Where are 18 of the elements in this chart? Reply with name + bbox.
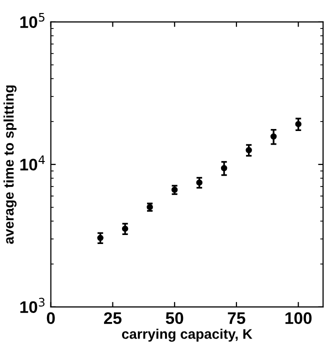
x-tick-label: 0	[46, 312, 55, 324]
y-tick-label: 10$^{5}$	[20, 12, 44, 28]
y-tick-label: 10$^{3}$	[20, 298, 44, 313]
x-tick-label: 100	[285, 312, 312, 324]
y-axis-title: average time to splitting	[4, 85, 17, 244]
x-axis-title: carrying capacity, K	[122, 328, 252, 342]
point	[122, 226, 128, 232]
x-tick-label: 75	[228, 312, 246, 324]
point	[171, 186, 178, 193]
point	[246, 147, 252, 154]
x-tick-label: 50	[166, 312, 184, 324]
point	[196, 179, 202, 186]
point	[270, 133, 277, 140]
y-tick-label: 10$^{4}$	[20, 155, 45, 171]
point	[97, 234, 104, 242]
point	[220, 165, 228, 172]
point	[295, 120, 302, 128]
x-tick-label: 25	[104, 312, 122, 324]
